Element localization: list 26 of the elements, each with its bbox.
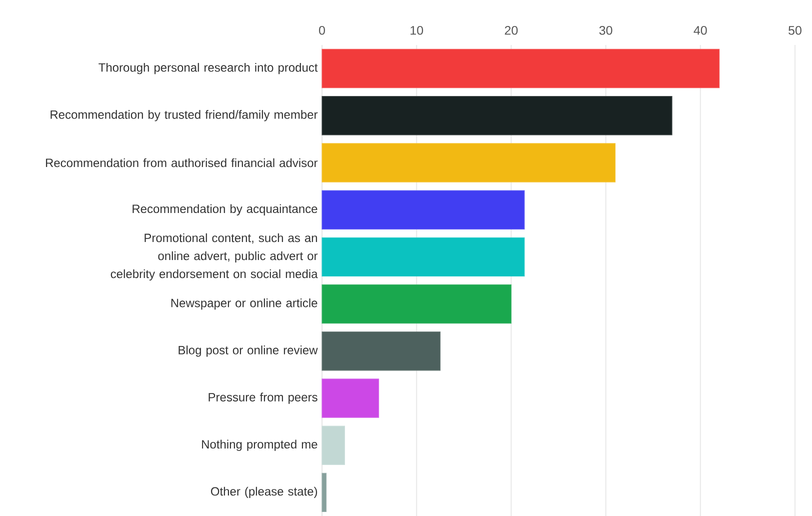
bar: [322, 332, 441, 371]
bar: [322, 190, 525, 230]
bar: [322, 237, 525, 277]
x-tick-label: 50: [788, 26, 802, 35]
bar: [322, 426, 346, 465]
bar: [322, 143, 616, 182]
y-tick-label: Blog post or online review: [178, 346, 318, 357]
bar: [322, 472, 327, 512]
bar: [322, 48, 720, 88]
bar: [322, 96, 672, 136]
y-tick-label: Promotional content, such as an online advert, public advert or celebrity endorsement on social media: [110, 233, 318, 281]
y-tick-label: Recommendation by acquaintance: [132, 204, 318, 216]
y-tick-label: Other (please state): [210, 486, 318, 498]
y-tick-label: Pressure from peers: [208, 392, 318, 404]
x-tick-label: 20: [504, 26, 518, 35]
y-tick-label: Thorough personal research into product: [98, 62, 318, 74]
bar: [322, 284, 512, 324]
x-tick-label: 40: [694, 26, 707, 35]
bar: [322, 378, 380, 418]
x-tick-label: 30: [599, 26, 612, 35]
y-tick-label: Recommendation from authorised financial advisor: [46, 158, 318, 168]
y-tick-label: Recommendation by trusted friend/family member: [50, 110, 318, 122]
y-tick-label: Newspaper or online article: [171, 298, 318, 310]
x-tick-label: 0: [319, 26, 325, 35]
y-tick-label: Nothing prompted me: [202, 440, 318, 451]
x-tick-label: 10: [410, 26, 424, 35]
